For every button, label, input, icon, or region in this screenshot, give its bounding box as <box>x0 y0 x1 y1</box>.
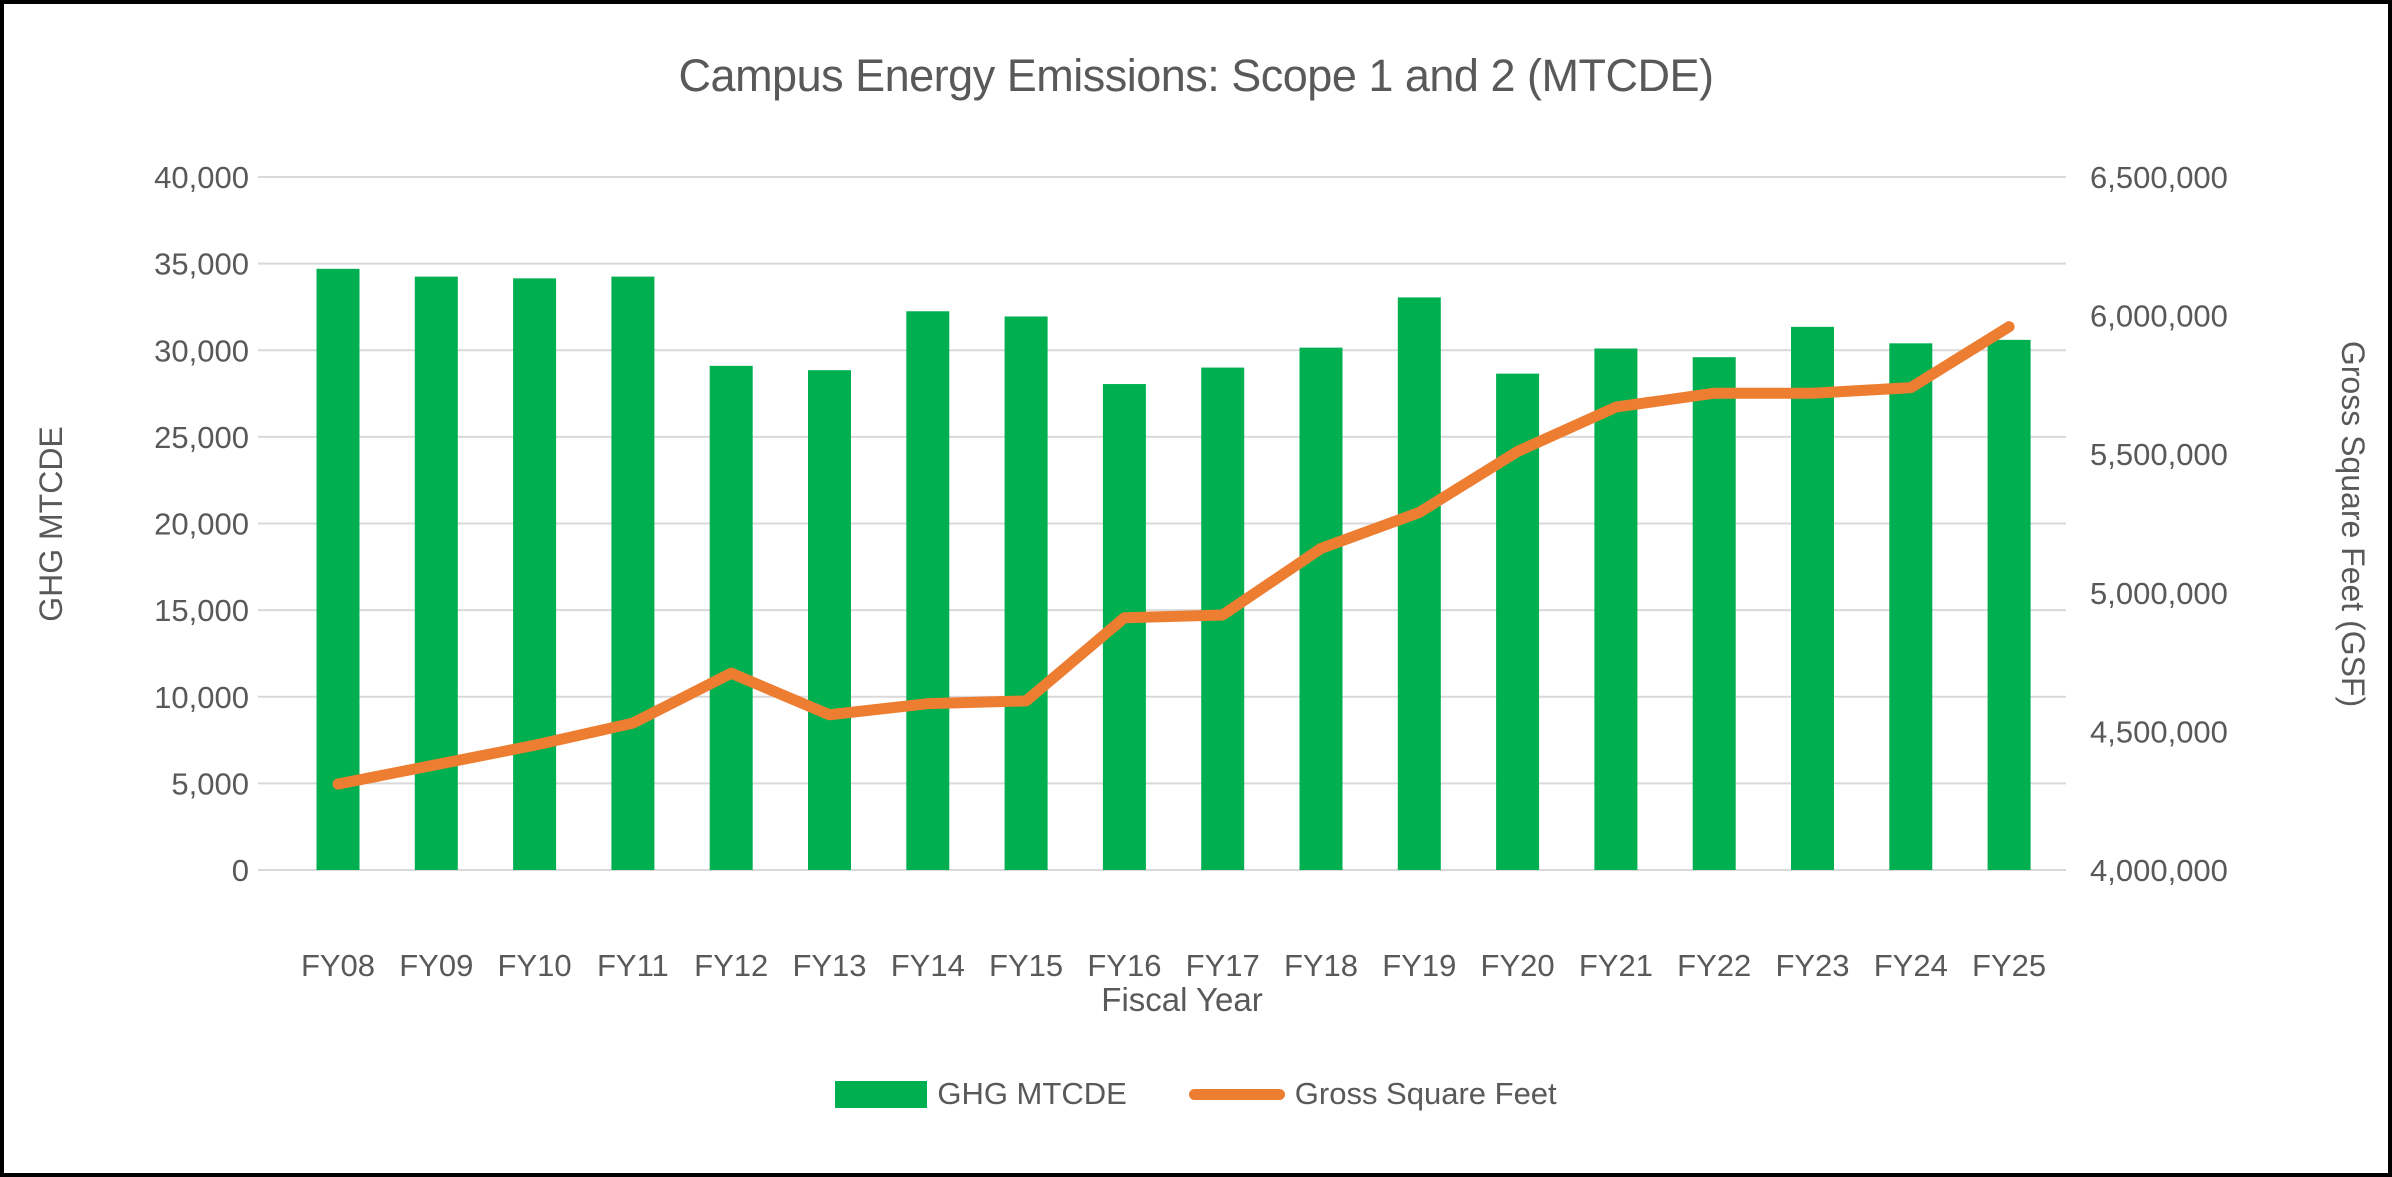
bar-FY09 <box>414 276 458 870</box>
y-axis-left-tick-0: 0 <box>232 853 249 888</box>
bar-FY14 <box>906 311 950 870</box>
y-axis-left-title: GHG MTCDE <box>33 426 69 622</box>
bar-FY11 <box>611 276 655 870</box>
x-axis-ticks: FY08 FY09 FY10 FY11 FY12 FY13 FY14 FY15 FY16 FY17… <box>301 948 2046 983</box>
y-axis-left-tick-5: 25,000 <box>154 420 249 455</box>
x-axis-tick-FY12: FY12 <box>694 948 768 983</box>
x-axis-tick-FY17: FY17 <box>1186 948 1260 983</box>
x-axis-tick-FY10: FY10 <box>498 948 572 983</box>
bar-FY10 <box>513 278 557 870</box>
x-axis-tick-FY25: FY25 <box>1972 948 2046 983</box>
bar-FY19 <box>1397 297 1441 870</box>
y-axis-left-tick-4: 20,000 <box>154 507 249 542</box>
line-series <box>332 321 2015 790</box>
legend-line-label: Gross Square Feet <box>1294 1076 1557 1111</box>
y-axis-right-tick-1: 4,500,000 <box>2090 714 2228 749</box>
bar-FY25 <box>1987 339 2031 871</box>
bar-FY22 <box>1692 357 1736 870</box>
bar-FY12 <box>709 365 753 870</box>
x-axis-tick-FY11: FY11 <box>597 948 669 983</box>
y-axis-left-tick-2: 10,000 <box>154 680 249 715</box>
bar-series <box>316 268 2031 871</box>
bar-FY08 <box>316 268 360 870</box>
bar-FY23 <box>1791 326 1834 871</box>
legend-item-ghg: GHG MTCDE <box>835 1076 1127 1112</box>
x-axis-tick-FY24: FY24 <box>1874 948 1948 983</box>
x-axis-tick-FY16: FY16 <box>1087 948 1161 983</box>
x-axis-tick-FY09: FY09 <box>399 948 473 983</box>
gsf-line <box>332 321 2015 790</box>
gridlines <box>258 176 2066 871</box>
y-axis-right-tick-5: 6,500,000 <box>2090 160 2228 195</box>
chart-title: Campus Energy Emissions: Scope 1 and 2 (… <box>678 50 1714 101</box>
legend-bar-swatch-icon <box>835 1080 928 1108</box>
x-axis-title: Fiscal Year <box>1101 981 1262 1018</box>
x-axis-tick-FY23: FY23 <box>1775 948 1849 983</box>
legend-line-swatch-icon <box>1188 1088 1285 1100</box>
x-axis-tick-FY08: FY08 <box>301 948 375 983</box>
y-axis-left-tick-8: 40,000 <box>154 160 249 195</box>
y-axis-right-title: Gross Square Feet (GSF) <box>2335 341 2371 707</box>
bar-FY24 <box>1889 343 1933 870</box>
legend-bar-label: GHG MTCDE <box>937 1076 1127 1111</box>
y-axis-right-tick-2: 5,000,000 <box>2090 576 2228 611</box>
x-axis-tick-FY18: FY18 <box>1284 948 1358 983</box>
y-axis-left-ticks: 0 5,000 10,000 15,000 20,000 25,000 30,000 35,0… <box>154 160 249 888</box>
x-axis-tick-FY15: FY15 <box>989 948 1063 983</box>
bar-FY18 <box>1299 347 1343 870</box>
legend: GHG MTCDE Gross Square Feet <box>4 1076 2388 1112</box>
y-axis-left-tick-7: 35,000 <box>154 247 249 282</box>
x-axis-tick-FY19: FY19 <box>1382 948 1456 983</box>
y-axis-left-tick-6: 30,000 <box>154 333 249 368</box>
x-axis-tick-FY21: FY21 <box>1579 948 1653 983</box>
bar-FY21 <box>1594 348 1638 871</box>
y-axis-right-tick-3: 5,500,000 <box>2090 437 2228 472</box>
y-axis-left-tick-3: 15,000 <box>154 593 249 628</box>
y-axis-right-tick-4: 6,000,000 <box>2090 299 2228 334</box>
y-axis-right-tick-0: 4,000,000 <box>2090 853 2228 888</box>
bar-FY13 <box>808 370 851 870</box>
y-axis-right-ticks: 4,000,000 4,500,000 5,000,000 5,500,000 6,00… <box>2090 160 2228 888</box>
x-axis-tick-FY14: FY14 <box>891 948 965 983</box>
legend-item-gsf: Gross Square Feet <box>1188 1076 1557 1112</box>
x-axis-tick-FY20: FY20 <box>1481 948 1555 983</box>
bar-FY15 <box>1004 316 1048 870</box>
combo-chart-plot: 0 5,000 10,000 15,000 20,000 25,000 30,000 35,0… <box>33 160 2371 1018</box>
y-axis-left-tick-1: 5,000 <box>171 766 249 801</box>
x-axis-tick-FY13: FY13 <box>792 948 866 983</box>
x-axis-tick-FY22: FY22 <box>1677 948 1751 983</box>
